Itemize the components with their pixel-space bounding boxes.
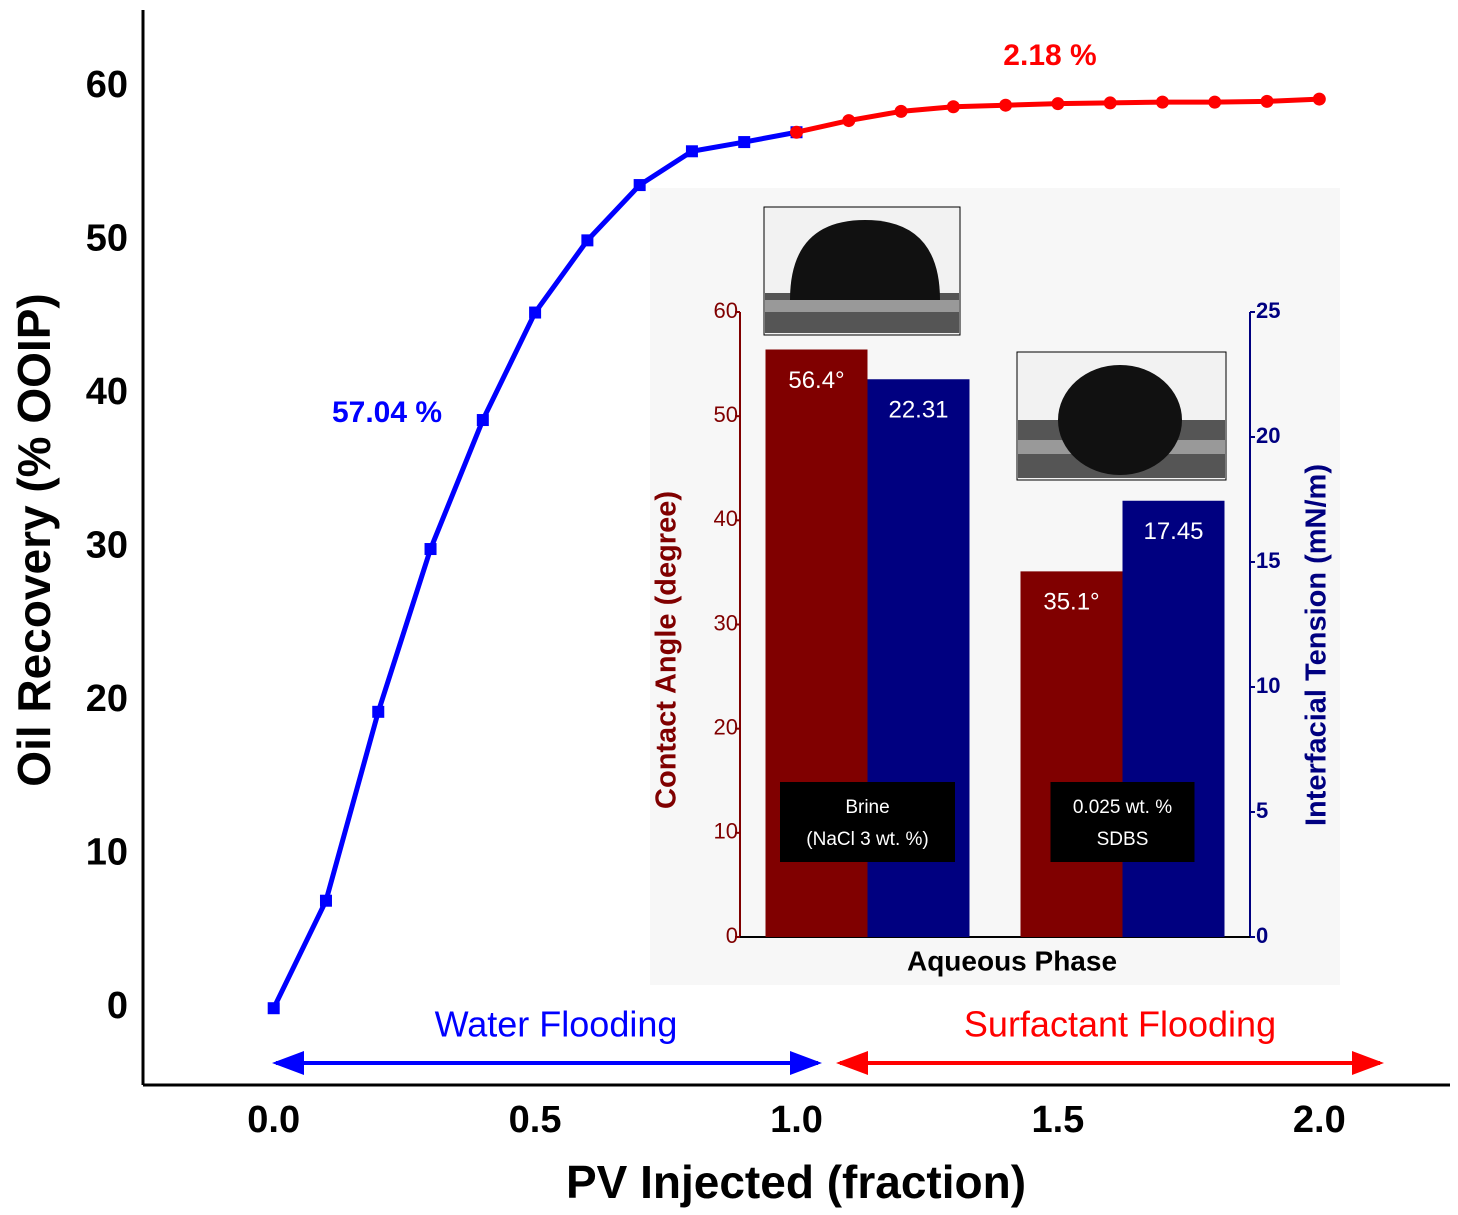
droplet-image — [1016, 351, 1227, 481]
y-tick-label: 50 — [86, 217, 128, 259]
data-point — [790, 125, 803, 139]
y-tick-label: 30 — [714, 610, 738, 635]
data-point — [738, 136, 751, 149]
y-tick-label: 50 — [714, 402, 738, 427]
inset-background — [650, 188, 1340, 985]
data-point — [946, 100, 960, 114]
annotation: Surfactant Flooding — [964, 1004, 1276, 1045]
x-tick-label: 0.0 — [247, 1099, 300, 1141]
data-point — [999, 98, 1013, 112]
data-point — [1155, 95, 1169, 109]
category-label: (NaCl 3 wt. %) — [806, 829, 928, 850]
data-point — [319, 894, 332, 907]
y-tick-label: 10 — [86, 832, 128, 874]
y2-tick-label: 5 — [1256, 798, 1268, 823]
x-axis-title: PV Injected (fraction) — [566, 1156, 1026, 1208]
data-point — [476, 414, 489, 427]
data-point — [1312, 92, 1326, 106]
value-label: 56.4° — [788, 367, 844, 394]
x-tick-label: 1.0 — [770, 1099, 823, 1141]
y-tick-label: 40 — [86, 371, 128, 413]
data-point — [1260, 94, 1274, 108]
data-point — [633, 179, 646, 192]
data-point — [372, 705, 385, 718]
y-tick-label: 20 — [86, 678, 128, 720]
y-tick-label: 60 — [714, 298, 738, 323]
category-box — [780, 782, 955, 862]
data-point — [1208, 95, 1222, 109]
data-point — [529, 306, 542, 319]
y2-axis-title: Interfacial Tension (mN/m) — [1301, 464, 1333, 826]
x-tick-label: 2.0 — [1293, 1099, 1346, 1141]
y-tick-label: 40 — [714, 506, 738, 531]
category-label: Brine — [845, 797, 889, 818]
y-tick-label: 30 — [86, 525, 128, 567]
category-label: SDBS — [1097, 829, 1149, 850]
category-box — [1050, 782, 1195, 862]
y-axis-title: Oil Recovery (% OOIP) — [8, 293, 60, 786]
y2-tick-label: 25 — [1256, 298, 1280, 323]
y2-tick-label: 0 — [1256, 923, 1268, 948]
annotation: Water Flooding — [435, 1004, 678, 1045]
x-tick-label: 1.5 — [1031, 1099, 1084, 1141]
data-point — [424, 543, 437, 556]
y-tick-label: 20 — [714, 714, 738, 739]
data-point — [1051, 97, 1065, 111]
value-label: 35.1° — [1043, 589, 1099, 616]
data-point — [267, 1002, 280, 1015]
y-tick-label: 0 — [726, 923, 738, 948]
y-tick-label: 60 — [86, 64, 128, 106]
y2-tick-label: 10 — [1256, 673, 1280, 698]
y-axis-title: Contact Angle (degree) — [651, 491, 683, 809]
data-point — [1103, 96, 1117, 110]
value-label: 22.31 — [888, 397, 948, 424]
y2-tick-label: 15 — [1256, 548, 1280, 573]
data-point — [894, 104, 908, 118]
y-tick-label: 10 — [714, 819, 738, 844]
data-point — [685, 145, 698, 158]
bar — [1122, 500, 1225, 937]
y-tick-label: 0 — [107, 985, 128, 1027]
droplet-image — [763, 206, 961, 336]
y2-tick-label: 20 — [1256, 423, 1280, 448]
value-label: 17.45 — [1143, 518, 1203, 545]
x-tick-label: 0.5 — [509, 1099, 562, 1141]
bar — [1020, 571, 1123, 937]
annotation: 57.04 % — [332, 396, 442, 429]
category-label: 0.025 wt. % — [1073, 797, 1172, 818]
annotation: 2.18 % — [1003, 39, 1096, 72]
data-point — [581, 234, 594, 247]
data-point — [842, 114, 856, 128]
x-axis-title: Aqueous Phase — [907, 945, 1117, 976]
